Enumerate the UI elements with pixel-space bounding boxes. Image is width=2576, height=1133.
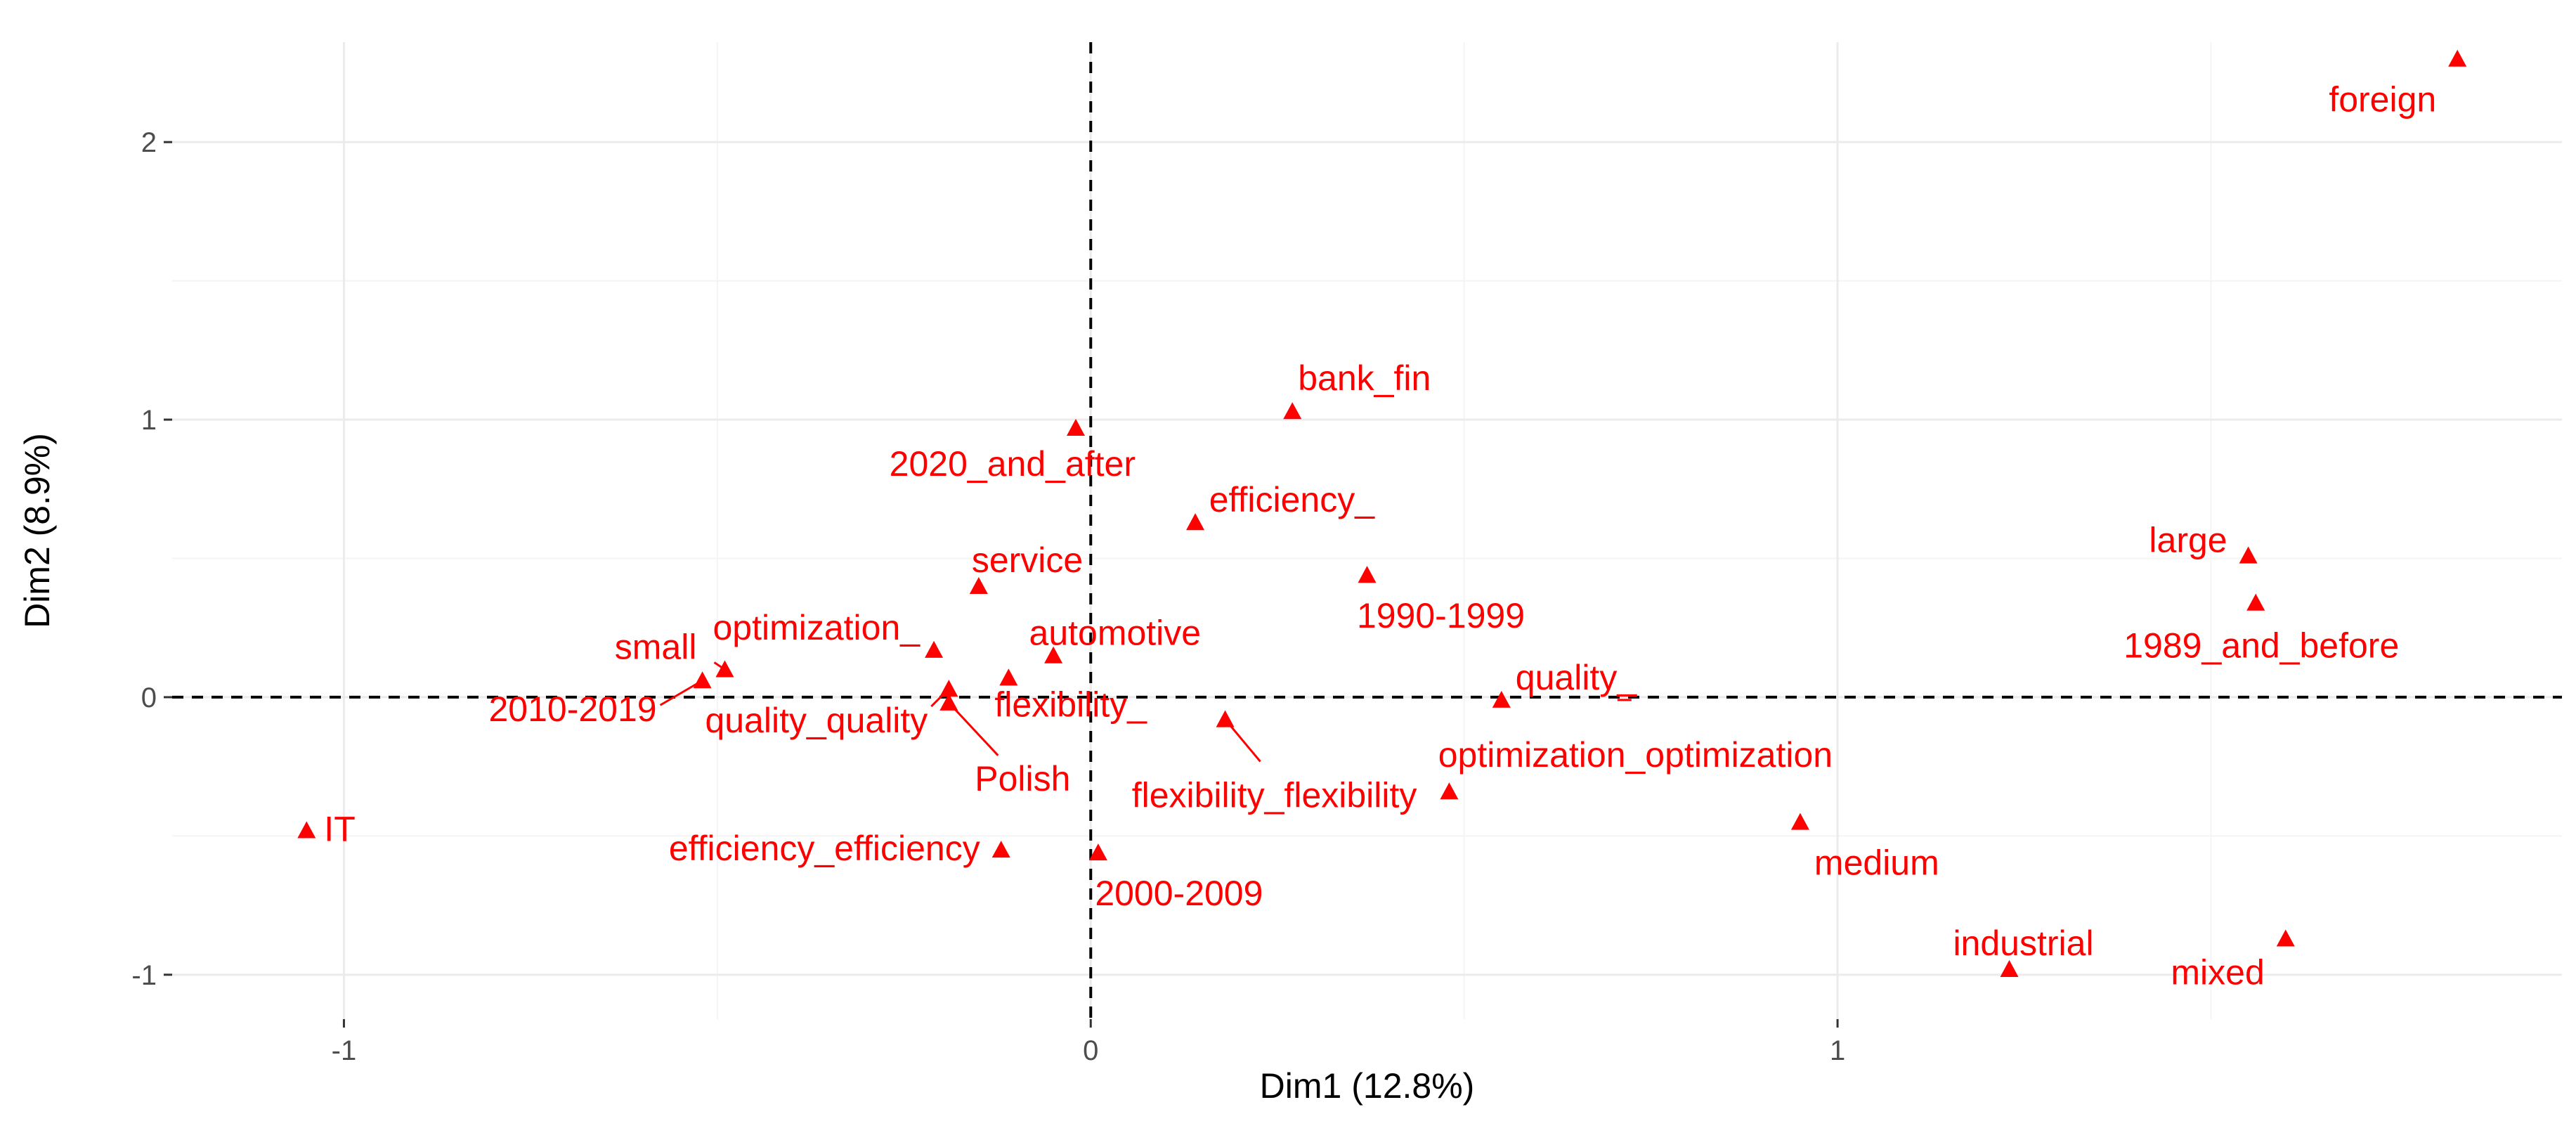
point-efficiency_efficiency	[991, 841, 1010, 858]
label-1990-1999: 1990-1999	[1357, 596, 1525, 635]
label-flexibility_: flexibility_	[994, 685, 1147, 724]
label-optimization_optimization: optimization_optimization	[1438, 735, 1833, 775]
label-industrial: industrial	[1953, 924, 2093, 963]
y-tick-label: -1	[131, 960, 157, 991]
point-optimization_	[925, 640, 944, 658]
point-small	[715, 660, 734, 678]
label-2010-2019: 2010-2019	[488, 689, 656, 729]
label-efficiency_efficiency: efficiency_efficiency	[669, 829, 980, 868]
point-service	[969, 576, 988, 595]
point-2020_and_after	[1067, 418, 1086, 436]
label-2000-2009: 2000-2009	[1095, 874, 1263, 913]
point-flexibility_	[999, 668, 1018, 686]
x-tick-label: -1	[332, 1035, 357, 1066]
reference-lines	[172, 42, 2562, 1019]
label-flexibility_flexibility: flexibility_flexibility	[1132, 776, 1417, 815]
point-1989_and_before	[2246, 593, 2265, 611]
point-bank_fin	[1283, 402, 1302, 420]
label-mixed: mixed	[2171, 952, 2264, 992]
point-1990-1999	[1358, 566, 1377, 583]
label-medium: medium	[1814, 843, 1939, 883]
label-large: large	[2149, 521, 2227, 560]
point-mixed	[2276, 929, 2295, 947]
label-quality_quality: quality_quality	[705, 701, 928, 740]
point-foreign	[2448, 49, 2467, 67]
label-Polish: Polish	[975, 759, 1070, 798]
data-points	[297, 49, 2467, 977]
point-industrial	[2000, 959, 2019, 977]
point-large	[2239, 546, 2258, 564]
axis-ticks: -1 0 1 -1 0 1 2	[131, 127, 1845, 1066]
point-Polish	[939, 693, 958, 711]
x-tick-label: 1	[1830, 1035, 1845, 1066]
x-tick-label: 0	[1083, 1035, 1098, 1066]
point-2000-2009	[1088, 843, 1107, 861]
label-automotive: automotive	[1029, 614, 1202, 653]
label-1989_and_before: 1989_and_before	[2123, 626, 2399, 666]
point-IT	[297, 821, 316, 839]
y-tick-label: 0	[141, 682, 157, 713]
label-2020_and_after: 2020_and_after	[890, 444, 1136, 484]
y-tick-label: 1	[141, 405, 157, 436]
label-small: small	[615, 627, 697, 666]
label-optimization_: optimization_	[713, 608, 921, 647]
point-automotive	[1044, 646, 1063, 663]
label-service: service	[972, 540, 1083, 580]
point-quality_quality	[939, 680, 958, 697]
label-IT: IT	[324, 809, 355, 848]
y-axis-title: Dim2 (8.9%)	[18, 433, 57, 628]
point-quality_	[1492, 690, 1511, 708]
label-efficiency_: efficiency_	[1209, 480, 1376, 519]
x-axis-title: Dim1 (12.8%)	[1260, 1066, 1475, 1106]
point-medium	[1790, 812, 1809, 830]
point-optimization_optimization	[1440, 782, 1459, 800]
connector-Polish	[948, 701, 999, 756]
label-bank_fin: bank_fin	[1298, 358, 1431, 398]
label-quality_: quality_	[1516, 658, 1638, 697]
label-foreign: foreign	[2329, 80, 2436, 119]
point-labels: foreign bank_fin 2020_and_after efficiency_…	[324, 80, 2436, 992]
y-tick-label: 2	[141, 127, 157, 158]
point-flexibility_flexibility	[1216, 710, 1235, 727]
point-efficiency_	[1186, 513, 1205, 531]
point-2010-2019	[693, 671, 712, 689]
